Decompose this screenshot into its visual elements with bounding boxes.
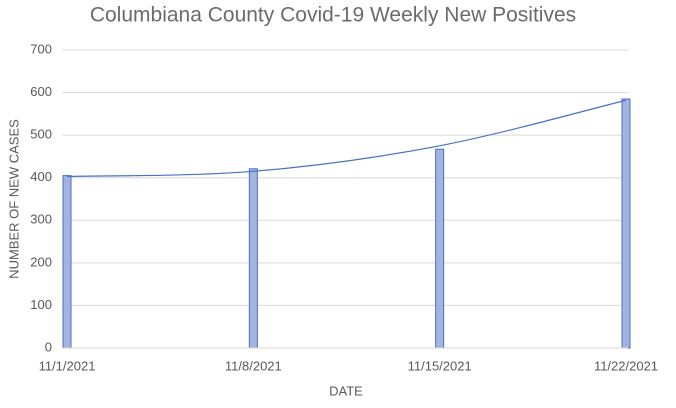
bar [621, 98, 631, 349]
chart-title: Columbiana County Covid-19 Weekly New Po… [90, 4, 576, 27]
x-tick-label: 11/8/2021 [225, 358, 282, 373]
y-tick-label: 600 [30, 84, 52, 99]
y-tick-label: 100 [30, 297, 52, 312]
y-tick-label: 400 [30, 169, 52, 184]
y-tick-label: 0 [45, 339, 52, 354]
y-axis-title: NUMBER OF NEW CASES [6, 119, 21, 279]
x-tick-label: 11/22/2021 [594, 358, 658, 373]
x-tick-label: 11/15/2021 [408, 358, 472, 373]
bar [62, 175, 72, 349]
bar [435, 148, 445, 349]
x-axis-title: DATE [329, 383, 363, 398]
y-tick-label: 700 [30, 41, 52, 56]
y-tick-label: 300 [30, 212, 52, 227]
x-tick-label: 11/1/2021 [39, 358, 96, 373]
y-tick-label: 500 [30, 127, 52, 142]
trendline [66, 99, 627, 178]
y-tick-label: 200 [30, 254, 52, 269]
bar [248, 168, 258, 349]
